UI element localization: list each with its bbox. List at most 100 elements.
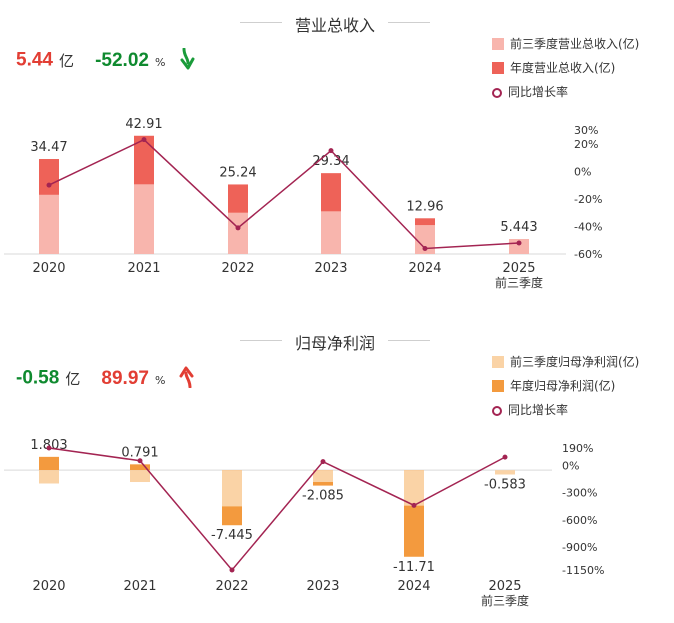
revenue-title: 营业总收入 — [240, 12, 430, 35]
y2-tick-label: -60% — [574, 248, 602, 261]
legend-label: 前三季度归母净利润(亿) — [510, 355, 640, 369]
legend-label: 前三季度营业总收入(亿) — [510, 37, 640, 51]
bar-annual — [39, 456, 59, 471]
bar-value-label: 42.91 — [125, 117, 162, 132]
growth-line — [48, 447, 506, 572]
y2-tick-label: 190% — [562, 442, 593, 455]
legend-item[interactable]: 年度营业总收入(亿) — [492, 60, 639, 84]
legend-swatch — [492, 38, 504, 50]
bar-annual — [130, 464, 150, 471]
bar-nine-month — [228, 212, 248, 254]
y2-tick-label: 0% — [562, 459, 579, 472]
y2-tick-label: -40% — [574, 220, 602, 233]
growth-point — [235, 225, 241, 231]
bar-value-label: 1.803 — [30, 438, 67, 453]
revenue-panel: 营业总收入 5.44 亿 -52.02% 前三季度营业总收入(亿) 年度营业总收入… — [0, 0, 674, 300]
legend-item[interactable]: 年度归母净利润(亿) — [492, 378, 639, 402]
x-tick-label: 2023 — [314, 261, 347, 276]
bar-nine-month — [404, 470, 424, 506]
profit-summary: -0.58 亿 89.97% — [16, 366, 195, 392]
bar-nine-month — [321, 211, 341, 254]
bar-value-label: -7.445 — [211, 528, 253, 543]
growth-point — [46, 182, 52, 188]
bar-value-label: 12.96 — [406, 199, 443, 214]
legend-marker — [492, 406, 502, 416]
growth-point — [137, 458, 143, 464]
revenue-summary: 5.44 亿 -52.02% — [16, 47, 195, 74]
profit-title: 归母净利润 — [240, 330, 430, 353]
growth-point — [229, 567, 235, 573]
bar-nine-month — [415, 225, 435, 254]
title-rule-left — [240, 22, 282, 23]
title-rule-right — [388, 22, 430, 23]
legend-swatch — [492, 356, 504, 368]
bar-value-label: 34.47 — [30, 140, 67, 155]
bar-nine-month — [39, 194, 59, 254]
bar-nine-month — [39, 470, 59, 484]
bar-nine-month — [495, 470, 515, 475]
y2-tick-label: 0% — [574, 165, 591, 178]
growth-point — [46, 445, 52, 451]
x-tick-label: 2021 — [123, 579, 156, 594]
bar-nine-month — [222, 470, 242, 507]
x-tick-label: 2025 — [502, 261, 535, 276]
x-tick-sublabel: 前三季度 — [495, 275, 543, 290]
arrow-down-icon — [179, 47, 195, 74]
legend-label: 同比增长率 — [508, 85, 569, 99]
bar-nine-month — [313, 470, 333, 483]
y2-tick-label: -900% — [562, 541, 597, 554]
growth-line — [48, 138, 520, 250]
profit-change-unit: % — [154, 373, 166, 387]
y2-tick-label: -20% — [574, 193, 602, 206]
bar-value-label: -11.71 — [393, 560, 435, 575]
bar-nine-month — [130, 470, 150, 483]
bar-value-label: -0.583 — [484, 477, 526, 492]
x-tick-label: 2025 — [488, 579, 521, 594]
x-tick-label: 2020 — [32, 261, 65, 276]
y2-tick-label: -1150% — [562, 564, 604, 577]
profit-panel: 归母净利润 -0.58 亿 89.97% 前三季度归母净利润(亿) 年度归母净利润… — [0, 318, 674, 623]
legend-item[interactable]: 前三季度归母净利润(亿) — [492, 354, 639, 378]
bar-value-label: 5.443 — [500, 220, 537, 235]
bar-value-label: 0.791 — [121, 445, 158, 460]
x-tick-label: 2024 — [408, 261, 441, 276]
x-tick-label: 2020 — [32, 579, 65, 594]
legend-label: 年度营业总收入(亿) — [510, 61, 616, 75]
revenue-value-unit: 亿 — [58, 51, 74, 70]
y2-tick-label: 20% — [574, 138, 598, 151]
x-tick-sublabel: 前三季度 — [481, 593, 529, 608]
profit-value: -0.58 — [16, 367, 60, 389]
title-rule-left — [240, 340, 282, 341]
growth-point — [320, 459, 326, 465]
legend-marker — [492, 88, 502, 98]
profit-value-unit: 亿 — [65, 369, 81, 388]
bar-value-label: 25.24 — [219, 165, 256, 180]
legend-swatch — [492, 62, 504, 74]
x-tick-label: 2022 — [221, 261, 254, 276]
x-tick-label: 2021 — [127, 261, 160, 276]
revenue-change: -52.02 — [95, 49, 149, 71]
legend-item[interactable]: 同比增长率 — [492, 402, 639, 426]
legend-label: 年度归母净利润(亿) — [510, 379, 616, 393]
bar-nine-month — [134, 184, 154, 254]
revenue-value: 5.44 — [16, 49, 53, 71]
title-rule-right — [388, 340, 430, 341]
bar-value-label: -2.085 — [302, 489, 344, 504]
revenue-chart: 34.47202042.91202125.24202229.34202312.9… — [4, 117, 602, 290]
growth-point — [328, 148, 334, 154]
profit-change: 89.97 — [101, 367, 149, 389]
y2-tick-label: -300% — [562, 487, 597, 500]
legend-item[interactable]: 同比增长率 — [492, 84, 639, 108]
arrow-up-icon — [179, 366, 195, 392]
growth-point — [422, 245, 428, 251]
y2-tick-label: 30% — [574, 124, 598, 137]
y2-tick-label: -600% — [562, 514, 597, 527]
legend-swatch — [492, 380, 504, 392]
x-tick-label: 2022 — [215, 579, 248, 594]
x-tick-label: 2024 — [397, 579, 430, 594]
growth-point — [141, 137, 147, 143]
growth-point — [411, 502, 417, 508]
x-tick-label: 2023 — [306, 579, 339, 594]
legend-item[interactable]: 前三季度营业总收入(亿) — [492, 36, 639, 60]
legend-label: 同比增长率 — [508, 403, 569, 417]
